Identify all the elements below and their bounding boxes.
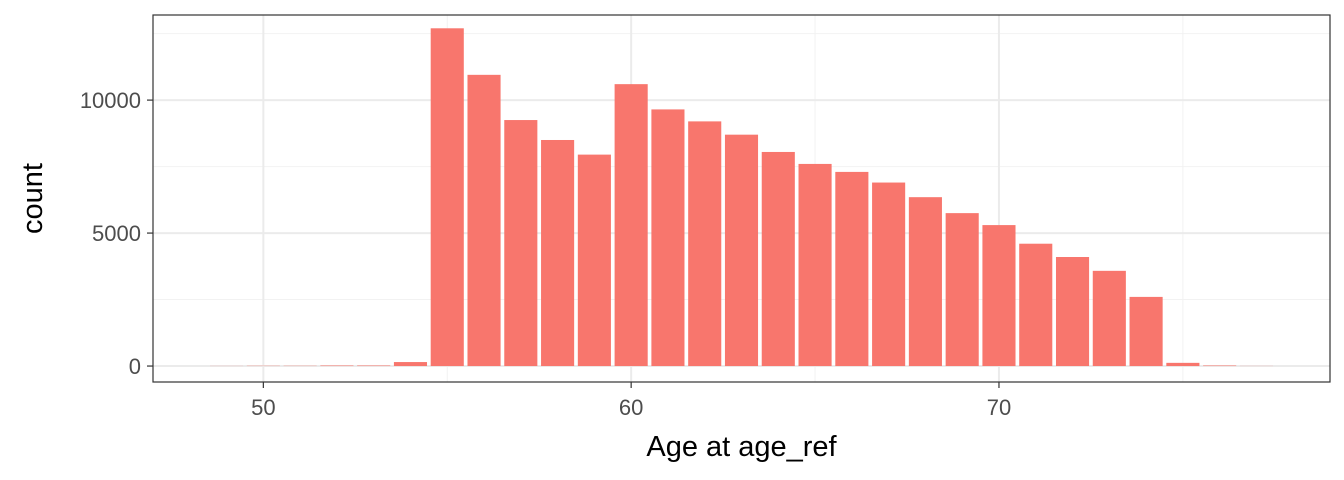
histogram-bar: [320, 365, 354, 367]
histogram-bar: [1019, 243, 1053, 367]
histogram-bar: [357, 365, 391, 367]
x-tick-label: 70: [987, 395, 1011, 420]
histogram-bar: [761, 151, 795, 367]
histogram-bar: [541, 139, 575, 367]
histogram-bar: [982, 225, 1016, 367]
x-axis-title: Age at age_ref: [646, 431, 837, 463]
y-axis: 0 5000 10000: [80, 88, 153, 379]
y-tick-label: 5000: [92, 221, 141, 246]
bars: [210, 28, 1273, 367]
histogram-bar: [1203, 365, 1237, 367]
y-tick-label: 10000: [80, 88, 141, 113]
histogram-bar: [1055, 257, 1090, 367]
histogram-bar: [577, 154, 611, 367]
y-tick-label: 0: [129, 354, 141, 379]
histogram-bar: [724, 134, 759, 367]
histogram-bar: [504, 120, 538, 367]
x-tick-label: 60: [619, 395, 643, 420]
histogram-bar: [614, 84, 648, 367]
histogram-bar: [393, 362, 428, 367]
histogram-bar: [798, 163, 832, 367]
histogram-bar: [430, 28, 464, 367]
x-tick-label: 50: [251, 395, 275, 420]
panel-border: [152, 14, 1331, 383]
histogram-bar: [1129, 296, 1163, 367]
y-axis-title: count: [17, 163, 49, 234]
histogram-bar: [651, 109, 685, 367]
histogram-bar: [1092, 270, 1126, 367]
histogram-bar: [872, 182, 906, 367]
x-axis: 50 60 70: [251, 382, 1011, 420]
histogram-bar: [908, 197, 942, 367]
histogram-bar: [835, 171, 869, 367]
histogram-bar: [467, 74, 501, 367]
histogram-bar: [945, 213, 979, 367]
histogram-bar: [1166, 362, 1200, 367]
histogram-bar: [688, 121, 722, 367]
